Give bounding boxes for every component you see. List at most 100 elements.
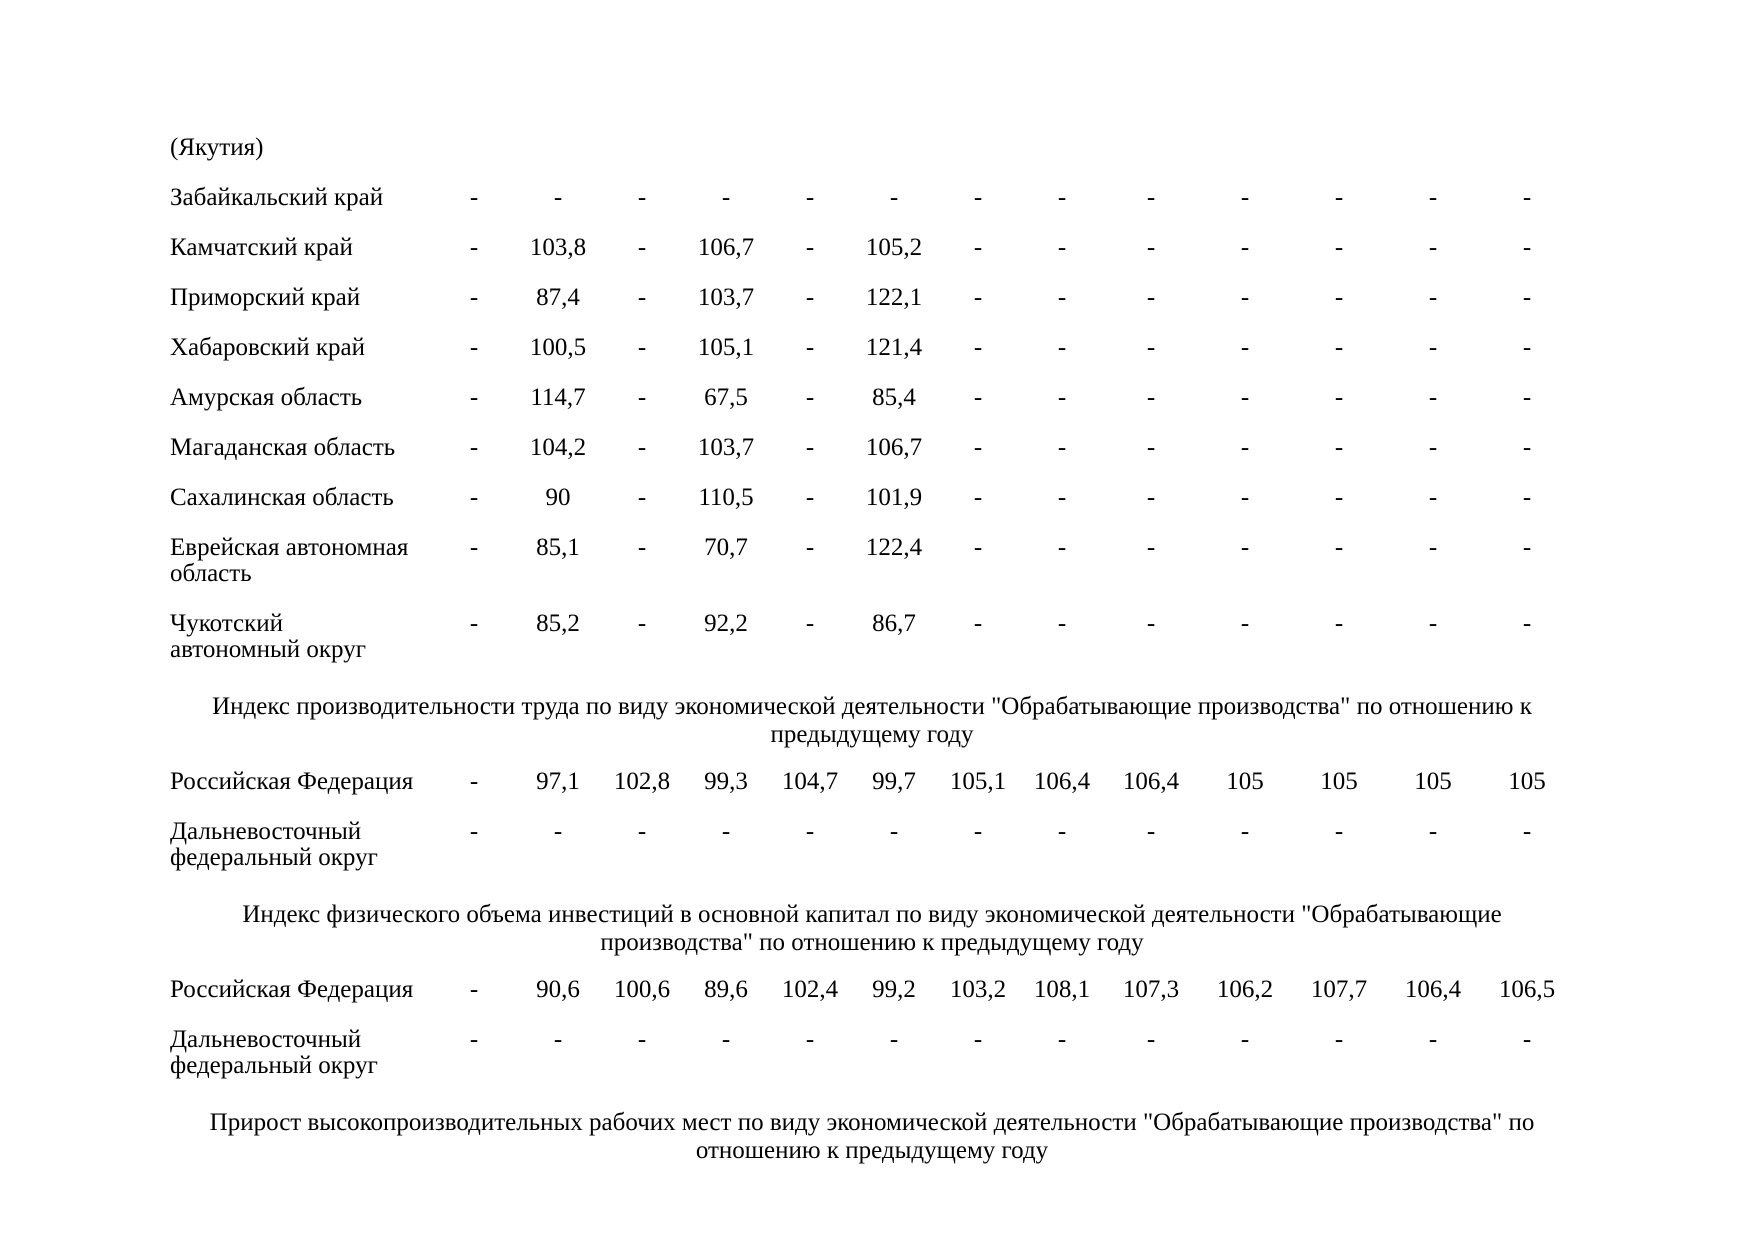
section-title-investment-volume-index: Индекс физического объема инвестиций в о… (242, 901, 1502, 956)
cell-value: - (1240, 184, 1250, 211)
cell-value: 102,4 (781, 976, 839, 1003)
cell-value: - (469, 610, 479, 637)
cell-value: - (973, 334, 983, 361)
cell-value: - (1057, 234, 1067, 261)
row-label: Забайкальский край (170, 184, 384, 211)
cell-value: 103,8 (529, 234, 587, 261)
row-label: Приморский край (170, 284, 361, 311)
cell-value: 106,4 (1404, 976, 1462, 1003)
cell-value: - (805, 818, 815, 845)
table-row: Магаданская область - 104,2 - 103,7 - 106,7 - - -… (170, 423, 1574, 473)
cell-value: 105,1 (697, 334, 755, 361)
cell-value: - (469, 484, 479, 511)
cell-value: - (805, 184, 815, 211)
cell-value: - (1334, 610, 1344, 637)
cell-value: - (1057, 610, 1067, 637)
cell-value: - (469, 234, 479, 261)
cell-value: - (1334, 434, 1344, 461)
regions-table: Забайкальский край - - - - - - - - - - - - - Камчатски… (170, 173, 1574, 675)
table-row: Российская Федерация - 97,1 102,8 99,3 104,7 9… (170, 757, 1574, 807)
cell-value: 90 (545, 484, 571, 511)
cell-value: - (1057, 1026, 1067, 1053)
row-label: Камчатский край (170, 234, 353, 261)
cell-value: 100,6 (613, 976, 671, 1003)
cell-value: - (469, 818, 479, 845)
cell-value: - (1428, 334, 1438, 361)
cell-value: - (1146, 484, 1156, 511)
cell-value: - (1240, 484, 1250, 511)
table-row: Камчатский край - 103,8 - 106,7 - 105,2 - - - - - - - (170, 223, 1574, 273)
cell-value: - (973, 284, 983, 311)
cell-value: - (1057, 284, 1067, 311)
cell-value: - (469, 768, 479, 795)
cell-value: - (973, 534, 983, 561)
cell-value: - (1240, 334, 1250, 361)
cell-value: - (469, 334, 479, 361)
table-row: Сахалинская область - 90 - 110,5 - 101,9 - - - - - -… (170, 473, 1574, 523)
cell-value: - (1240, 534, 1250, 561)
table-row: Приморский край - 87,4 - 103,7 - 122,1 - - - - - - - (170, 273, 1574, 323)
cell-value: 100,5 (529, 334, 587, 361)
cell-value: - (1240, 434, 1250, 461)
section-title-labor-productivity-index: Индекс производительности труда по виду … (212, 693, 1532, 748)
cell-value: - (1428, 484, 1438, 511)
cell-value: 103,2 (949, 976, 1007, 1003)
cell-value: - (469, 434, 479, 461)
cell-value: - (1334, 1026, 1344, 1053)
row-label: Российская Федерация (170, 768, 414, 795)
cell-value: - (553, 184, 563, 211)
cell-value: 122,1 (865, 284, 923, 311)
table-row: Чукотский автономный округ - 85,2 - 92,2 - 86,… (170, 599, 1574, 675)
cell-value: - (1146, 184, 1156, 211)
cell-value: - (1240, 284, 1250, 311)
table-row: Российская Федерация - 90,6 100,6 89,6 102,4 9… (170, 965, 1574, 1015)
table-row: Дальневосточный федеральный округ - - - - - - -… (170, 807, 1574, 883)
cell-value: 99,7 (872, 768, 916, 795)
cell-value: 99,2 (872, 976, 916, 1003)
cell-value: - (805, 434, 815, 461)
cell-value: - (889, 818, 899, 845)
cell-value: - (1522, 534, 1532, 561)
row-label: Чукотский автономный округ (170, 610, 366, 663)
cell-value: 105 (1226, 768, 1264, 795)
cell-value: - (805, 384, 815, 411)
cell-value: - (1522, 384, 1532, 411)
cell-value: - (637, 234, 647, 261)
cell-value: - (1522, 434, 1532, 461)
row-label: Хабаровский край (170, 334, 365, 361)
cell-value: - (637, 334, 647, 361)
cell-value: - (889, 1026, 899, 1053)
cell-value: - (1428, 384, 1438, 411)
cell-value: 70,7 (704, 534, 748, 561)
cell-value: - (1522, 818, 1532, 845)
cell-value: - (973, 818, 983, 845)
cell-value: - (1146, 384, 1156, 411)
cell-value: - (973, 384, 983, 411)
cell-value: - (721, 184, 731, 211)
cell-value: - (805, 534, 815, 561)
cell-value: - (1146, 1026, 1156, 1053)
cell-value: - (1428, 818, 1438, 845)
cell-value: 114,7 (530, 384, 586, 411)
cell-value: - (553, 818, 563, 845)
cell-value: - (1428, 184, 1438, 211)
cell-value: - (1334, 334, 1344, 361)
table-row: Забайкальский край - - - - - - - - - - - - - (170, 173, 1574, 223)
cell-value: - (1146, 334, 1156, 361)
cell-value: 104,2 (529, 434, 587, 461)
cell-value: 67,5 (704, 384, 748, 411)
cell-value: - (1240, 1026, 1250, 1053)
cell-value: 103,7 (697, 284, 755, 311)
row-label: Магаданская область (170, 434, 396, 461)
cell-value: - (1522, 184, 1532, 211)
cell-value: 105 (1320, 768, 1358, 795)
table-row: Хабаровский край - 100,5 - 105,1 - 121,4 - - - - - -… (170, 323, 1574, 373)
cell-value: - (973, 484, 983, 511)
cell-value: - (1428, 534, 1438, 561)
cell-value: - (1240, 234, 1250, 261)
cell-value: 106,2 (1216, 976, 1274, 1003)
cell-value: - (1522, 484, 1532, 511)
region-name-continuation: (Якутия) (170, 134, 264, 161)
cell-value: - (1057, 184, 1067, 211)
